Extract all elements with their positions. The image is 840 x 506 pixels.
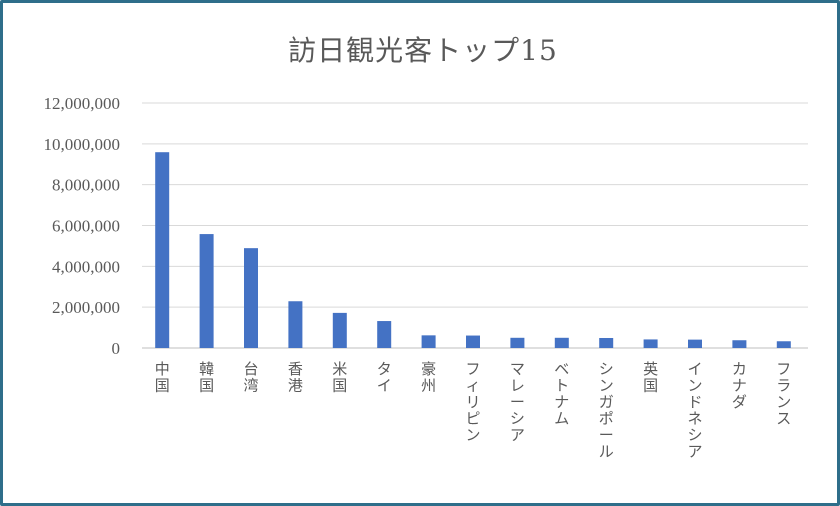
y-axis: 0 2,000,000 4,000,000 6,000,000 8,000,000 10,…: [44, 94, 121, 358]
x-tick-label: 中国: [155, 360, 170, 395]
bar: [288, 301, 303, 348]
x-tick-label: タイ: [377, 360, 392, 395]
x-tick-label: フランス: [776, 360, 791, 428]
gridlines: [142, 102, 808, 349]
y-tick-label: 2,000,000: [52, 298, 120, 317]
y-tick-label: 10,000,000: [44, 135, 121, 154]
x-tick-label: 台湾: [243, 360, 258, 395]
x-tick-label: フィリピン: [465, 360, 480, 444]
x-tick-label: 豪州: [421, 360, 436, 395]
x-tick-label: ベトナム: [554, 360, 569, 428]
chart-title: 訪日観光客トップ15: [288, 34, 558, 67]
x-tick-label: インドネシア: [687, 360, 702, 461]
x-tick-label: 香港: [288, 360, 303, 395]
bar: [377, 321, 392, 348]
y-tick-label: 6,000,000: [52, 217, 120, 236]
y-tick-label: 12,000,000: [44, 94, 121, 113]
x-tick-label: 韓国: [199, 360, 214, 395]
x-tick-label: カナダ: [732, 360, 747, 411]
bar: [332, 312, 347, 348]
x-tick-label: 英国: [643, 360, 658, 395]
bar: [643, 339, 658, 348]
bar: [732, 340, 747, 348]
x-tick-label: マレーシア: [510, 360, 525, 444]
bar: [199, 234, 214, 348]
bar: [466, 335, 480, 348]
bar: [688, 339, 702, 348]
bar: [599, 337, 614, 348]
bar: [510, 337, 525, 348]
bars: [155, 152, 791, 348]
bar: [421, 335, 436, 348]
bar: [155, 152, 170, 348]
y-tick-label: 0: [112, 339, 121, 358]
x-tick-label: シンガポール: [599, 360, 614, 461]
bar: [554, 337, 569, 348]
bar: [776, 341, 791, 348]
x-tick-label: 米国: [332, 360, 347, 395]
y-tick-label: 4,000,000: [52, 257, 120, 276]
y-tick-label: 8,000,000: [52, 176, 120, 195]
bar: [244, 248, 258, 348]
